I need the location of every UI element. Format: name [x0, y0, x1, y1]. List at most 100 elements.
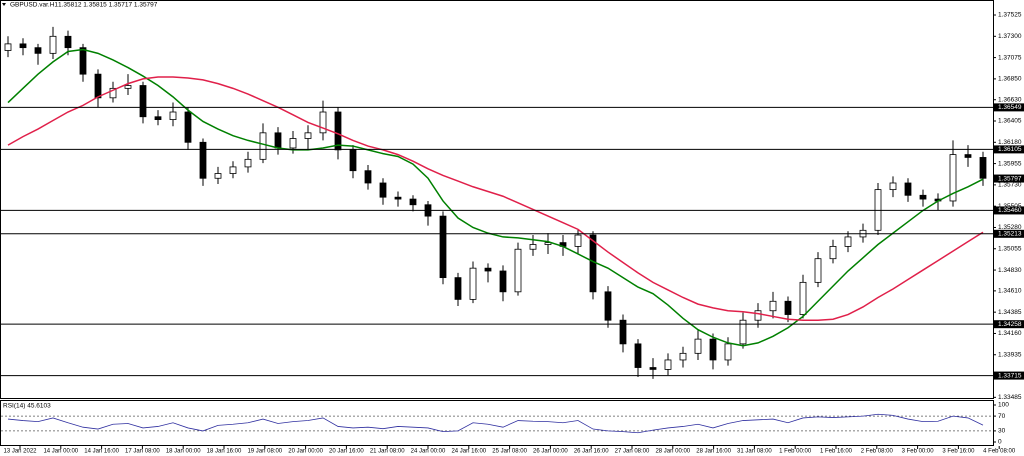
candle-body: [79, 47, 87, 75]
level-label-box: [994, 103, 1024, 112]
x-tick-label: 19 Jan 08:00: [247, 449, 282, 455]
x-tick-label: 18 Jan 16:00: [207, 449, 242, 455]
candle-body: [34, 47, 42, 54]
rsi-tick-label: 70: [998, 413, 1006, 420]
candle-body: [724, 343, 732, 361]
candle-body: [289, 138, 297, 149]
candle-body: [634, 343, 642, 368]
candle-body: [484, 267, 492, 272]
symbol: GBPUSD.var.H1: [10, 2, 58, 9]
level-label: 1.34258: [998, 321, 1022, 328]
candle-body: [514, 248, 522, 293]
candle-body: [889, 182, 897, 191]
x-tick-label: 3 Feb 16:00: [942, 449, 975, 455]
rsi-line: [7, 413, 984, 434]
candle-body: [529, 244, 537, 250]
y-tick-label: 1.33485: [998, 394, 1022, 401]
candle-body: [844, 236, 852, 247]
y-tick-label: 1.36850: [998, 76, 1022, 83]
candle-body: [679, 352, 687, 361]
x-tick-label: 28 Jan 00:00: [655, 449, 690, 455]
candle-body: [319, 111, 327, 134]
x-tick-label: 28 Jan 16:00: [696, 449, 731, 455]
y-tick-label: 1.35280: [998, 224, 1022, 231]
x-tick-label: 24 Jan 00:00: [411, 449, 446, 455]
candle-body: [214, 173, 222, 179]
rsi-tick-label: 0: [998, 439, 1002, 446]
y-tick-label: 1.34385: [998, 309, 1022, 316]
y-tick-label: 1.36405: [998, 118, 1022, 125]
y-tick-label: 1.34610: [998, 288, 1022, 295]
x-tick-label: 25 Jan 08:00: [492, 449, 527, 455]
candle-body: [304, 132, 312, 139]
candle-body: [109, 87, 117, 99]
candle-body: [979, 157, 987, 179]
candle-body: [619, 319, 627, 345]
candle-body: [454, 277, 462, 300]
candle-body: [799, 281, 807, 315]
candle-body: [19, 43, 27, 49]
candle-body: [334, 111, 342, 151]
level-label-box: [994, 229, 1024, 238]
level-label: 1.36549: [998, 104, 1022, 111]
candle-body: [349, 149, 357, 172]
level-label-box: [994, 320, 1024, 329]
ohlc-header: 1.35812 1.35815 1.35717 1.35797: [58, 2, 158, 9]
candle-body: [244, 158, 252, 168]
y-tick-label: 1.36180: [998, 139, 1022, 146]
rsi-panel: [0, 400, 994, 446]
candle-body: [664, 359, 672, 370]
x-tick-label: 2 Feb 08:00: [861, 449, 894, 455]
candle-body: [754, 310, 762, 321]
candle-body: [64, 35, 72, 49]
candle-body: [154, 116, 162, 120]
candle-body: [469, 267, 477, 300]
candle-body: [499, 270, 507, 293]
level-label-box: [994, 206, 1024, 215]
y-tick-label: 1.35730: [998, 182, 1022, 189]
candle-body: [964, 154, 972, 158]
candle-body: [139, 85, 147, 118]
candle-body: [199, 141, 207, 179]
candle-body: [784, 300, 792, 315]
candle-body: [694, 338, 702, 354]
level-label: 1.35213: [998, 231, 1022, 238]
candle-body: [544, 242, 552, 245]
x-tick-label: 14 Jan 00:00: [43, 449, 78, 455]
candle-body: [949, 154, 957, 202]
candle-body: [94, 73, 102, 99]
price-label-box: [994, 174, 1024, 183]
candle-body: [574, 234, 582, 247]
candle-body: [739, 319, 747, 345]
x-tick-label: 17 Jan 08:00: [125, 449, 160, 455]
candle-body: [829, 245, 837, 260]
rsi-tick-label: 30: [998, 428, 1006, 435]
candle-body: [589, 234, 597, 293]
level-label: 1.36105: [998, 146, 1022, 153]
candle-body: [364, 170, 372, 184]
candle-body: [649, 367, 657, 370]
x-tick-label: 21 Jan 08:00: [370, 449, 405, 455]
candle-body: [439, 215, 447, 279]
y-tick-label: 1.37300: [998, 33, 1022, 40]
moving-average: [7, 76, 984, 321]
candle-body: [394, 196, 402, 200]
x-tick-label: 24 Jan 16:00: [451, 449, 486, 455]
y-tick-label: 1.37075: [998, 54, 1022, 61]
x-tick-label: 26 Jan 00:00: [533, 449, 568, 455]
x-tick-label: 20 Jan 00:00: [288, 449, 323, 455]
x-tick-label: 27 Jan 08:00: [615, 449, 650, 455]
y-tick-label: 1.35505: [998, 203, 1022, 210]
level-label-box: [994, 145, 1024, 154]
candle-body: [769, 300, 777, 312]
rsi-label: RSI(14) 45.6103: [3, 403, 51, 410]
level-label: 1.35460: [998, 207, 1022, 214]
y-tick-label: 1.34160: [998, 330, 1022, 337]
candle-body: [259, 132, 267, 160]
y-tick-label: 1.36630: [998, 96, 1022, 103]
x-tick-label: 13 Jan 2022: [3, 449, 37, 455]
level-label-box: [994, 371, 1024, 380]
x-tick-label: 31 Jan 08:00: [737, 449, 772, 455]
x-tick-label: 4 Feb 08:00: [983, 449, 1016, 455]
